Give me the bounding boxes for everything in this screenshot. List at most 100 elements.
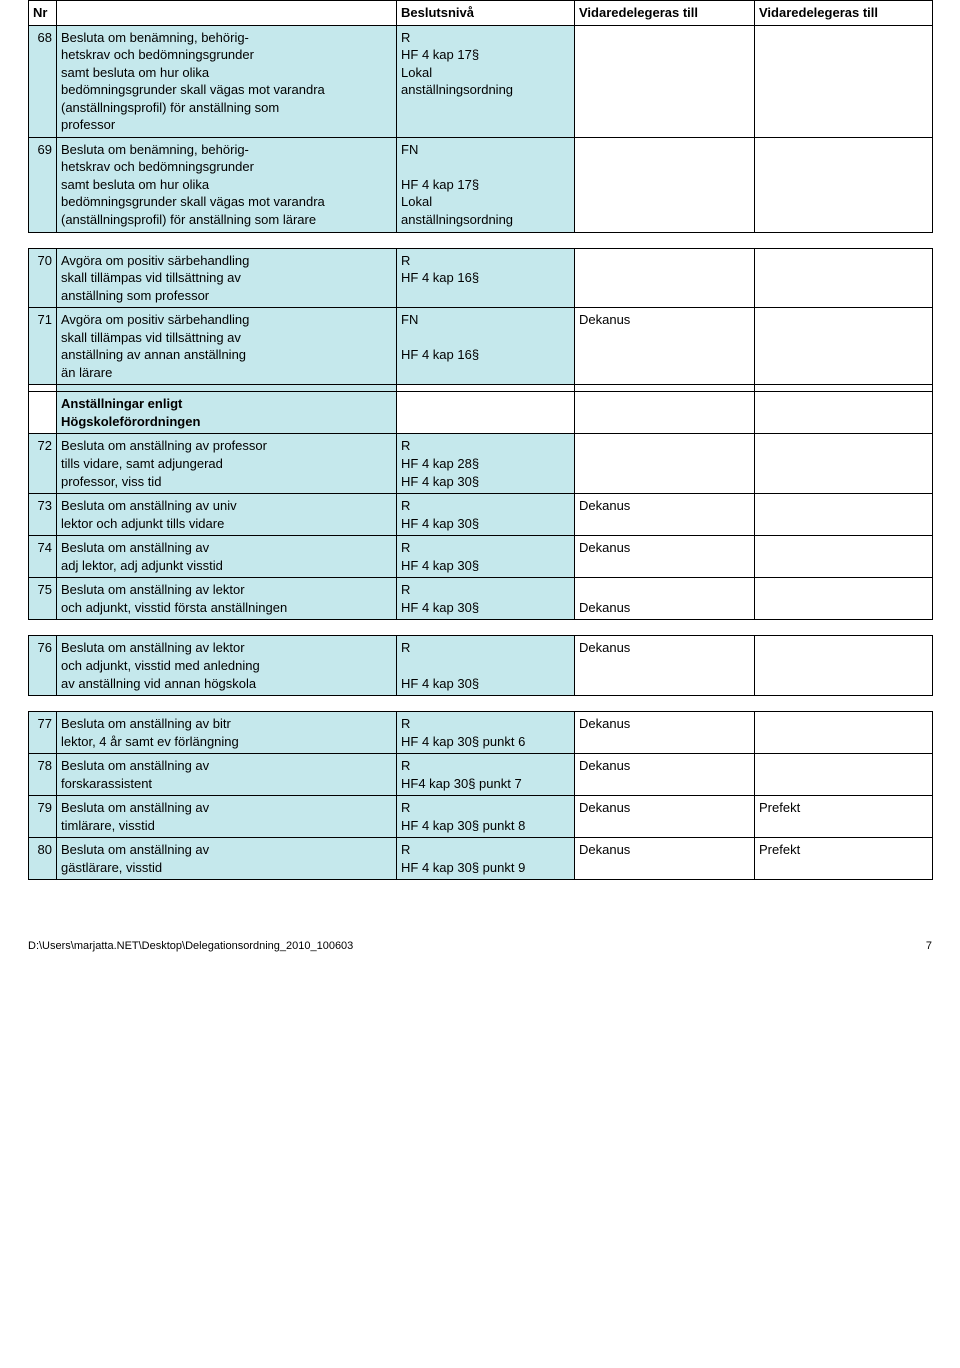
table-row: 76Besluta om anställning av lektoroch ad…	[29, 636, 933, 696]
cell-v1: Dekanus	[575, 308, 755, 385]
col-nr: Nr	[29, 1, 57, 26]
footer-page: 7	[926, 940, 932, 952]
cell-nr: 70	[29, 248, 57, 308]
cell-desc: Besluta om anställning avforskarassisten…	[57, 754, 397, 796]
cell-v2	[755, 392, 933, 434]
cell-desc: Besluta om benämning, behörig-hetskrav o…	[57, 25, 397, 137]
table-row: 74Besluta om anställning avadj lektor, a…	[29, 536, 933, 578]
cell-desc: Besluta om anställning avgästlärare, vis…	[57, 838, 397, 880]
cell-desc: Besluta om anställning av univlektor och…	[57, 494, 397, 536]
cell-v1: Dekanus	[575, 838, 755, 880]
cell-v2	[755, 434, 933, 494]
cell-desc: Besluta om anställning avtimlärare, viss…	[57, 796, 397, 838]
cell-nr: 78	[29, 754, 57, 796]
cell-besl: RHF 4 kap 17§Lokalanställningsordning	[397, 25, 575, 137]
cell-v2	[755, 578, 933, 620]
cell-v2	[755, 494, 933, 536]
cell-desc: Avgöra om positiv särbehandlingskall til…	[57, 248, 397, 308]
table-row: 71Avgöra om positiv särbehandlingskall t…	[29, 308, 933, 385]
table-row	[29, 385, 933, 392]
cell-v2	[755, 308, 933, 385]
cell-v1	[575, 434, 755, 494]
cell-desc: Besluta om anställning av lektoroch adju…	[57, 636, 397, 696]
cell-v1: Dekanus	[575, 494, 755, 536]
page-footer: D:\Users\marjatta.NET\Desktop\Delegation…	[28, 940, 932, 952]
spacer-row	[29, 696, 933, 712]
cell-v2: Prefekt	[755, 838, 933, 880]
col-beslutsniva: Beslutsnivå	[397, 1, 575, 26]
cell-v1	[575, 392, 755, 434]
cell-nr	[29, 385, 57, 392]
cell-v2	[755, 636, 933, 696]
cell-besl: RHF 4 kap 30§	[397, 578, 575, 620]
cell-v1	[575, 25, 755, 137]
cell-besl: FNHF 4 kap 16§	[397, 308, 575, 385]
cell-nr: 73	[29, 494, 57, 536]
col-vidare1: Vidaredelegeras till	[575, 1, 755, 26]
table-row: 72Besluta om anställning av professortil…	[29, 434, 933, 494]
cell-v2	[755, 25, 933, 137]
table-row: 68Besluta om benämning, behörig-hetskrav…	[29, 25, 933, 137]
table-row: 80Besluta om anställning avgästlärare, v…	[29, 838, 933, 880]
spacer-row	[29, 620, 933, 636]
cell-nr: 68	[29, 25, 57, 137]
col-desc	[57, 1, 397, 26]
cell-desc: Besluta om anställning av bitrlektor, 4 …	[57, 712, 397, 754]
cell-nr: 71	[29, 308, 57, 385]
spacer-row	[29, 232, 933, 248]
cell-nr: 74	[29, 536, 57, 578]
cell-v1: Dekanus	[575, 578, 755, 620]
cell-desc	[57, 385, 397, 392]
cell-nr: 75	[29, 578, 57, 620]
cell-desc: Anställningar enligtHögskoleförordningen	[57, 392, 397, 434]
table-row: 69Besluta om benämning, behörig-hetskrav…	[29, 137, 933, 232]
cell-besl: RHF4 kap 30§ punkt 7	[397, 754, 575, 796]
cell-v2	[755, 754, 933, 796]
cell-besl: RHF 4 kap 30§	[397, 494, 575, 536]
cell-besl: RHF 4 kap 30§ punkt 9	[397, 838, 575, 880]
cell-v1	[575, 137, 755, 232]
cell-nr: 77	[29, 712, 57, 754]
cell-v1	[575, 385, 755, 392]
cell-besl: RHF 4 kap 30§ punkt 8	[397, 796, 575, 838]
cell-nr: 80	[29, 838, 57, 880]
table-row: 70Avgöra om positiv särbehandlingskall t…	[29, 248, 933, 308]
cell-besl: RHF 4 kap 16§	[397, 248, 575, 308]
cell-nr: 69	[29, 137, 57, 232]
cell-v1: Dekanus	[575, 536, 755, 578]
cell-desc: Besluta om anställning av lektoroch adju…	[57, 578, 397, 620]
table-row: 79Besluta om anställning avtimlärare, vi…	[29, 796, 933, 838]
table-row: 75Besluta om anställning av lektoroch ad…	[29, 578, 933, 620]
cell-nr	[29, 392, 57, 434]
cell-nr: 76	[29, 636, 57, 696]
cell-besl	[397, 385, 575, 392]
cell-v2	[755, 137, 933, 232]
cell-v2	[755, 536, 933, 578]
cell-v2	[755, 385, 933, 392]
table-row: 77Besluta om anställning av bitrlektor, …	[29, 712, 933, 754]
cell-v1: Dekanus	[575, 796, 755, 838]
cell-besl: RHF 4 kap 30§ punkt 6	[397, 712, 575, 754]
cell-besl	[397, 392, 575, 434]
cell-nr: 72	[29, 434, 57, 494]
cell-v1: Dekanus	[575, 712, 755, 754]
section-heading-row: Anställningar enligtHögskoleförordningen	[29, 392, 933, 434]
cell-v1: Dekanus	[575, 636, 755, 696]
cell-desc: Besluta om benämning, behörig-hetskrav o…	[57, 137, 397, 232]
cell-desc: Besluta om anställning avadj lektor, adj…	[57, 536, 397, 578]
cell-v1	[575, 248, 755, 308]
cell-v2: Prefekt	[755, 796, 933, 838]
cell-desc: Besluta om anställning av professortills…	[57, 434, 397, 494]
cell-besl: RHF 4 kap 28§HF 4 kap 30§	[397, 434, 575, 494]
cell-besl: FNHF 4 kap 17§Lokalanställningsordning	[397, 137, 575, 232]
table-header-row: Nr Beslutsnivå Vidaredelegeras till Vida…	[29, 1, 933, 26]
cell-desc: Avgöra om positiv särbehandlingskall til…	[57, 308, 397, 385]
cell-besl: RHF 4 kap 30§	[397, 536, 575, 578]
col-vidare2: Vidaredelegeras till	[755, 1, 933, 26]
table-row: 73Besluta om anställning av univlektor o…	[29, 494, 933, 536]
cell-nr: 79	[29, 796, 57, 838]
cell-v2	[755, 712, 933, 754]
cell-v1: Dekanus	[575, 754, 755, 796]
delegation-table: Nr Beslutsnivå Vidaredelegeras till Vida…	[28, 0, 933, 880]
footer-path: D:\Users\marjatta.NET\Desktop\Delegation…	[28, 940, 353, 952]
